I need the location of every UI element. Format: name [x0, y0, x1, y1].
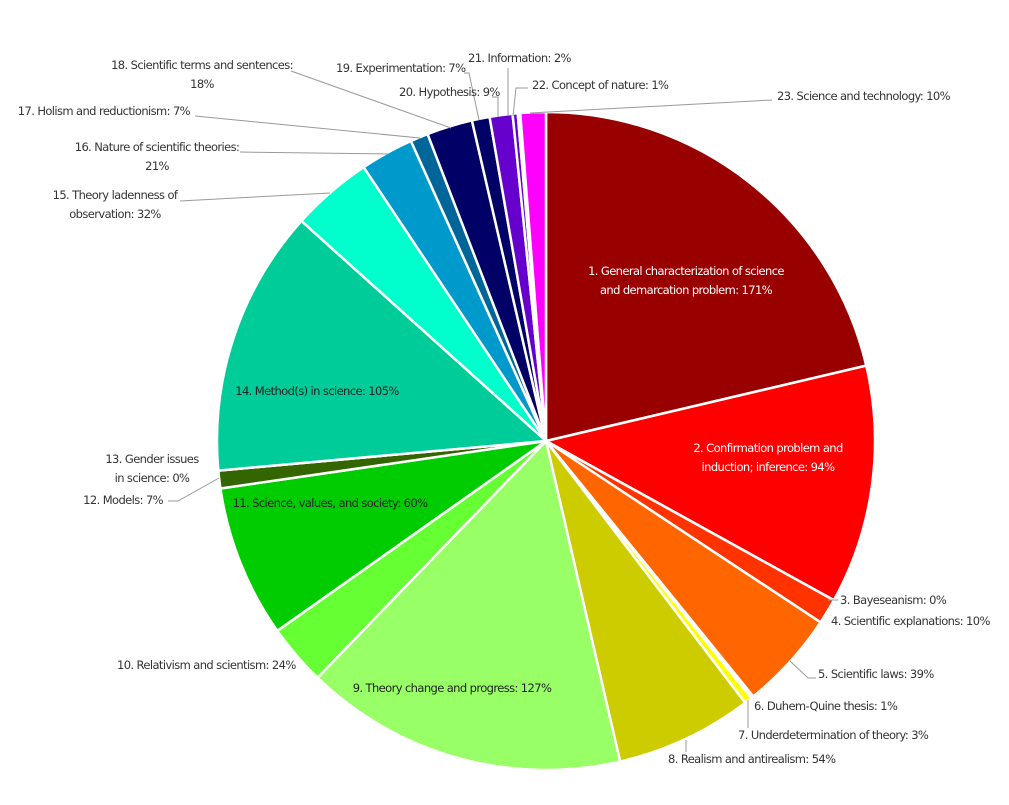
slice-label-16: 16. Nature of scientific theories: 21%: [75, 140, 240, 173]
leader-line-22: [512, 87, 528, 117]
leader-line-18: [290, 70, 452, 129]
slice-label-23: 23. Science and technology: 10%: [777, 89, 951, 103]
slice-label-4: 4. Scientific explanations: 10%: [831, 614, 990, 628]
slice-label-19: 19. Experimentation: 7%: [336, 61, 466, 75]
leader-lines: [168, 68, 838, 752]
slice-label-9: 9. Theory change and progress: 127%: [353, 681, 552, 695]
leader-line-17: [194, 115, 421, 139]
slice-label-2: 2. Confirmation problem and induction; in…: [693, 441, 843, 474]
slice-label-1: 1. General characterization of science an…: [588, 264, 784, 297]
leader-line-5: [789, 660, 816, 679]
slice-label-13: 13. Gender issues in science: 0%: [105, 452, 199, 485]
pie-slice-11: [219, 439, 548, 633]
slice-label-6: 6. Duhem-Quine thesis: 1%: [754, 699, 898, 713]
slice-label-7: 7. Underdetermination of theory: 3%: [738, 728, 929, 742]
slice-label-15: 15. Theory ladenness of observation: 32%: [53, 188, 179, 221]
leader-line-12: [168, 477, 220, 502]
leader-line-23: [529, 99, 773, 114]
slice-label-5: 5. Scientific laws: 39%: [818, 667, 934, 681]
leader-line-15: [179, 192, 331, 202]
slice-label-12: 12. Models: 7%: [83, 493, 164, 507]
pie-slice-14: [215, 219, 548, 472]
leader-line-16: [239, 151, 389, 155]
slice-label-3: 3. Bayeseanism: 0%: [840, 593, 947, 607]
pie-slice-8: [544, 439, 747, 763]
slice-label-20: 20. Hypothesis: 9%: [399, 85, 500, 99]
pie-slices: [215, 110, 877, 772]
leader-line-20: [492, 96, 499, 117]
slice-label-14: 14. Method(s) in science: 105%: [235, 384, 399, 398]
pie-slice-2: [544, 364, 877, 602]
slice-label-10: 10. Relativism and scientism: 24%: [117, 658, 296, 672]
slice-label-11: 11. Science, values, and society: 60%: [233, 496, 429, 510]
pie-slice-1: [544, 110, 868, 443]
leader-line-19: [464, 72, 480, 121]
slice-label-18: 18. Scientific terms and sentences: 18%: [111, 58, 293, 91]
pie-slice-9: [316, 439, 622, 772]
slice-label-22: 22. Concept of nature: 1%: [532, 78, 669, 92]
slice-label-17: 17. Holism and reductionism: 7%: [18, 104, 191, 118]
slice-label-21: 21. Information: 2%: [468, 51, 572, 65]
slice-labels: 1. General characterization of science an…: [18, 51, 991, 766]
slice-label-8: 8. Realism and antirealism: 54%: [668, 752, 836, 766]
